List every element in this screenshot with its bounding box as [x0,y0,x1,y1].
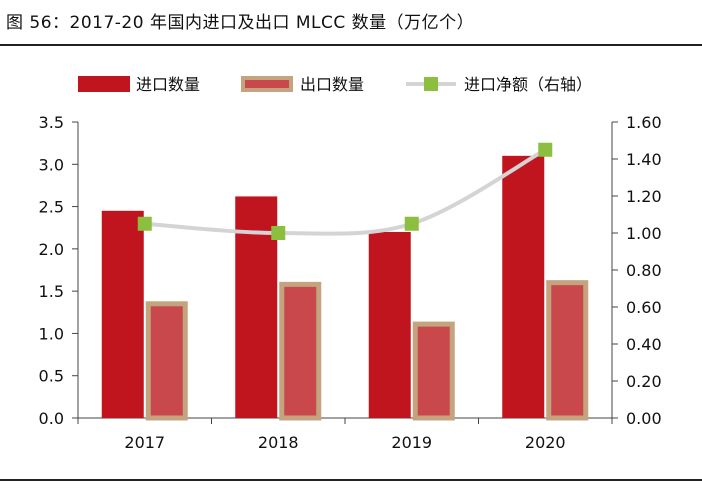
x-tick-label: 2019 [391,433,432,452]
net-import-marker [538,142,553,157]
right-tick-label: 1.00 [626,224,662,243]
import-bar [235,196,278,418]
top-rule [0,44,702,46]
left-tick-label: 2.0 [39,240,64,259]
export-bar [546,280,589,421]
export-bar [412,321,455,421]
right-tick-label: 0.40 [626,335,662,354]
right-tick-label: 0.00 [626,409,662,428]
import-bar [101,210,144,418]
legend-label-import: 进口数量 [136,75,200,94]
net-import-marker [404,216,419,231]
left-tick-label: 1.0 [39,324,64,343]
x-tick-label: 2018 [258,433,299,452]
import-bar [368,231,411,418]
right-tick-label: 1.20 [626,187,662,206]
net-import-marker [137,216,152,231]
legend-label-net: 进口净额（右轴） [464,75,592,94]
left-tick-label: 0.5 [39,367,64,386]
legend-label-export: 出口数量 [300,75,364,94]
legend-swatch-export [241,76,293,92]
export-bar [145,301,188,421]
left-tick-label: 3.5 [39,113,64,132]
export-bar [279,281,322,421]
left-tick-label: 0.0 [39,409,64,428]
right-tick-label: 1.60 [626,113,662,132]
import-bar [502,155,545,419]
line-series [137,142,553,240]
right-tick-label: 0.60 [626,298,662,317]
net-import-line [144,148,547,236]
legend: 进口数量 出口数量 进口净额（右轴） [78,75,592,94]
figure-title: 图 56：2017-20 年国内进口及出口 MLCC 数量（万亿个） [6,13,475,33]
right-tick-label: 1.40 [626,150,662,169]
legend-marker-net [424,77,438,91]
bars [101,155,589,421]
x-tick-label: 2017 [124,433,165,452]
legend-swatch-import [78,76,130,92]
net-import-marker [271,226,286,240]
bottom-rule [0,479,702,481]
left-tick-label: 3.0 [39,155,64,174]
right-tick-label: 0.80 [626,261,662,280]
x-tick-label: 2020 [525,433,566,452]
right-tick-label: 0.20 [626,372,662,391]
left-tick-label: 2.5 [39,198,64,217]
left-tick-label: 1.5 [39,282,64,301]
